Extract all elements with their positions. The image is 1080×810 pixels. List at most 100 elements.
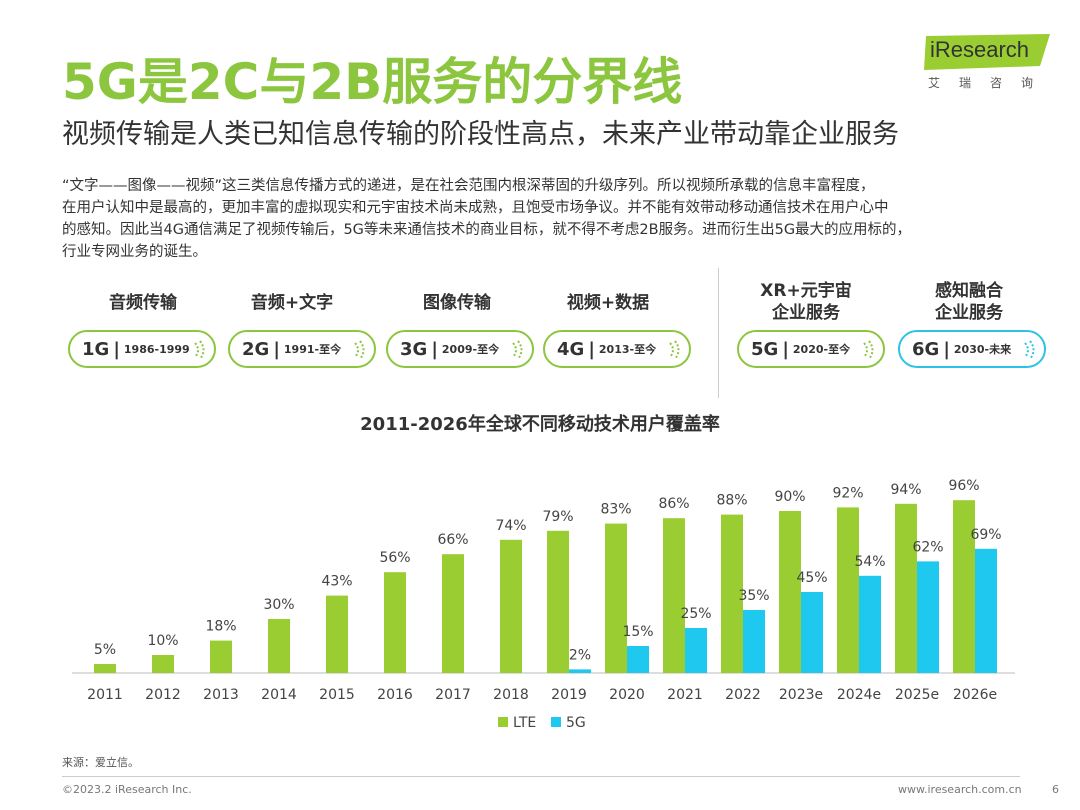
logo-cn: 艾瑞咨询 — [928, 76, 1053, 90]
paragraph-line: 在用户认知中是最高的，更加丰富的虚拟现实和元宇宙技术尚未成熟，且饱受市场争议。并… — [62, 200, 889, 216]
label-lte-2025e: 94% — [890, 482, 921, 498]
bar-lte-2012 — [152, 655, 174, 673]
iresearch-logo: iResearch 艾瑞咨询 — [920, 30, 1060, 100]
x-tick-2026e: 2026e — [953, 687, 997, 703]
bar-lte-2017 — [442, 554, 464, 673]
bar-lte-2016 — [384, 572, 406, 673]
gen-label-5g: XR+元宇宙 企业服务 — [721, 280, 891, 324]
label-5g-2019: 2% — [569, 647, 591, 663]
bar-5g-2021 — [685, 628, 707, 673]
bar-lte-2023e — [779, 511, 801, 673]
bar-lte-2013 — [210, 640, 232, 673]
label-lte-2022: 88% — [716, 493, 747, 509]
paragraph-line: 的感知。因此当4G通信满足了视频传输后，5G等未来通信技术的商业目标，就不得不考… — [62, 222, 912, 238]
gen-years: 2030-未来 — [953, 343, 1012, 356]
page-number: 6 — [1052, 783, 1059, 796]
logo-brand: iResearch — [930, 37, 1030, 62]
bar-5g-2025e — [917, 561, 939, 673]
bar-lte-2019 — [547, 530, 569, 673]
gen-label-6g-line1: 感知融合 — [935, 281, 1003, 301]
label-lte-2020: 83% — [600, 502, 631, 518]
bar-lte-2025e — [895, 503, 917, 673]
bar-lte-2024e — [837, 507, 859, 673]
gen-name: 4G — [557, 338, 585, 360]
gen-label-5g-line1: XR+元宇宙 — [760, 281, 852, 301]
footer-url: www.iresearch.com.cn — [898, 783, 1022, 796]
label-lte-2024e: 92% — [832, 485, 863, 501]
x-tick-2019: 2019 — [551, 687, 587, 703]
gen-separator: | — [588, 338, 595, 360]
x-tick-2012: 2012 — [145, 687, 181, 703]
signal-wave-icon — [512, 340, 523, 360]
x-tick-2018: 2018 — [493, 687, 529, 703]
signal-wave-icon — [863, 340, 874, 360]
signal-wave-icon — [354, 340, 365, 360]
label-5g-2021: 25% — [680, 606, 711, 622]
source-note: 来源：爱立信。 — [62, 756, 139, 769]
page-title: 5G是2C与2B服务的分界线 — [62, 53, 683, 111]
gen-label-5g-line2: 企业服务 — [772, 303, 840, 323]
gen-years: 2013-至今 — [598, 343, 657, 356]
coverage-bar-chart: 5% 2011 10% 2012 18% 2013 30% 2014 43% 2015 56% 201… — [72, 478, 1015, 731]
x-tick-2011: 2011 — [87, 687, 123, 703]
gen-separator: | — [782, 338, 789, 360]
label-5g-2022: 35% — [738, 588, 769, 604]
label-lte-2013: 18% — [205, 619, 236, 635]
gen-separator: | — [113, 338, 120, 360]
gen-label-6g-line2: 企业服务 — [935, 303, 1003, 323]
paragraph-line: “文字——图像——视频”这三类信息传播方式的递进，是在社会范围内根深蒂固的升级序… — [62, 178, 875, 194]
gen-label-3g: 图像传输 — [423, 293, 491, 313]
gen-label-1g: 音频传输 — [109, 293, 177, 313]
gen-name: 1G — [82, 338, 110, 360]
logo-banner-icon — [924, 34, 1050, 70]
gen-name: 5G — [751, 338, 779, 360]
section-divider — [718, 268, 719, 398]
label-lte-2015: 43% — [321, 574, 352, 590]
copyright: ©2023.2 iResearch Inc. — [62, 783, 192, 796]
label-lte-2019: 79% — [542, 509, 573, 525]
x-tick-2014: 2014 — [261, 687, 297, 703]
gen-separator: | — [273, 338, 280, 360]
bar-lte-2018 — [500, 539, 522, 673]
footer-divider — [62, 776, 1020, 777]
label-lte-2014: 30% — [263, 597, 294, 613]
label-5g-2025e: 62% — [912, 539, 943, 555]
x-tick-2023e: 2023e — [779, 687, 823, 703]
gen-years: 2009-至今 — [441, 343, 500, 356]
label-5g-2026e: 69% — [970, 527, 1001, 543]
gen-pill-3g: 3G | 2009-至今 — [386, 330, 534, 368]
signal-wave-icon — [194, 340, 205, 360]
gen-pill-2g: 2G | 1991-至今 — [228, 330, 376, 368]
bar-5g-2024e — [859, 575, 881, 673]
label-lte-2026e: 96% — [948, 478, 979, 494]
signal-wave-icon — [1024, 340, 1035, 360]
gen-label-2g: 音频+文字 — [250, 293, 334, 313]
bar-lte-2021 — [663, 518, 685, 673]
x-tick-2020: 2020 — [609, 687, 645, 703]
bar-lte-2020 — [605, 523, 627, 673]
bar-lte-2022 — [721, 514, 743, 673]
x-tick-2015: 2015 — [319, 687, 355, 703]
legend-label-5g: 5G — [566, 715, 586, 731]
bar-lte-2011 — [94, 664, 116, 673]
x-tick-2017: 2017 — [435, 687, 471, 703]
bar-5g-2026e — [975, 548, 997, 673]
bar-lte-2015 — [326, 595, 348, 673]
label-lte-2016: 56% — [379, 550, 410, 566]
x-tick-2022: 2022 — [725, 687, 761, 703]
gen-name: 6G — [912, 338, 940, 360]
gen-name: 3G — [400, 338, 428, 360]
gen-separator: | — [943, 338, 950, 360]
paragraph-line: 行业专网业务的诞生。 — [62, 244, 207, 260]
x-tick-2025e: 2025e — [895, 687, 939, 703]
label-lte-2012: 10% — [147, 633, 178, 649]
signal-wave-icon — [669, 340, 680, 360]
gen-separator: | — [431, 338, 438, 360]
gen-years: 1991-至今 — [283, 343, 342, 356]
label-5g-2023e: 45% — [796, 570, 827, 586]
bar-lte-2026e — [953, 500, 975, 673]
label-lte-2017: 66% — [437, 532, 468, 548]
chart-title: 2011-2026年全球不同移动技术用户覆盖率 — [360, 414, 720, 435]
legend-swatch-5g — [551, 717, 561, 727]
label-lte-2023e: 90% — [774, 489, 805, 505]
